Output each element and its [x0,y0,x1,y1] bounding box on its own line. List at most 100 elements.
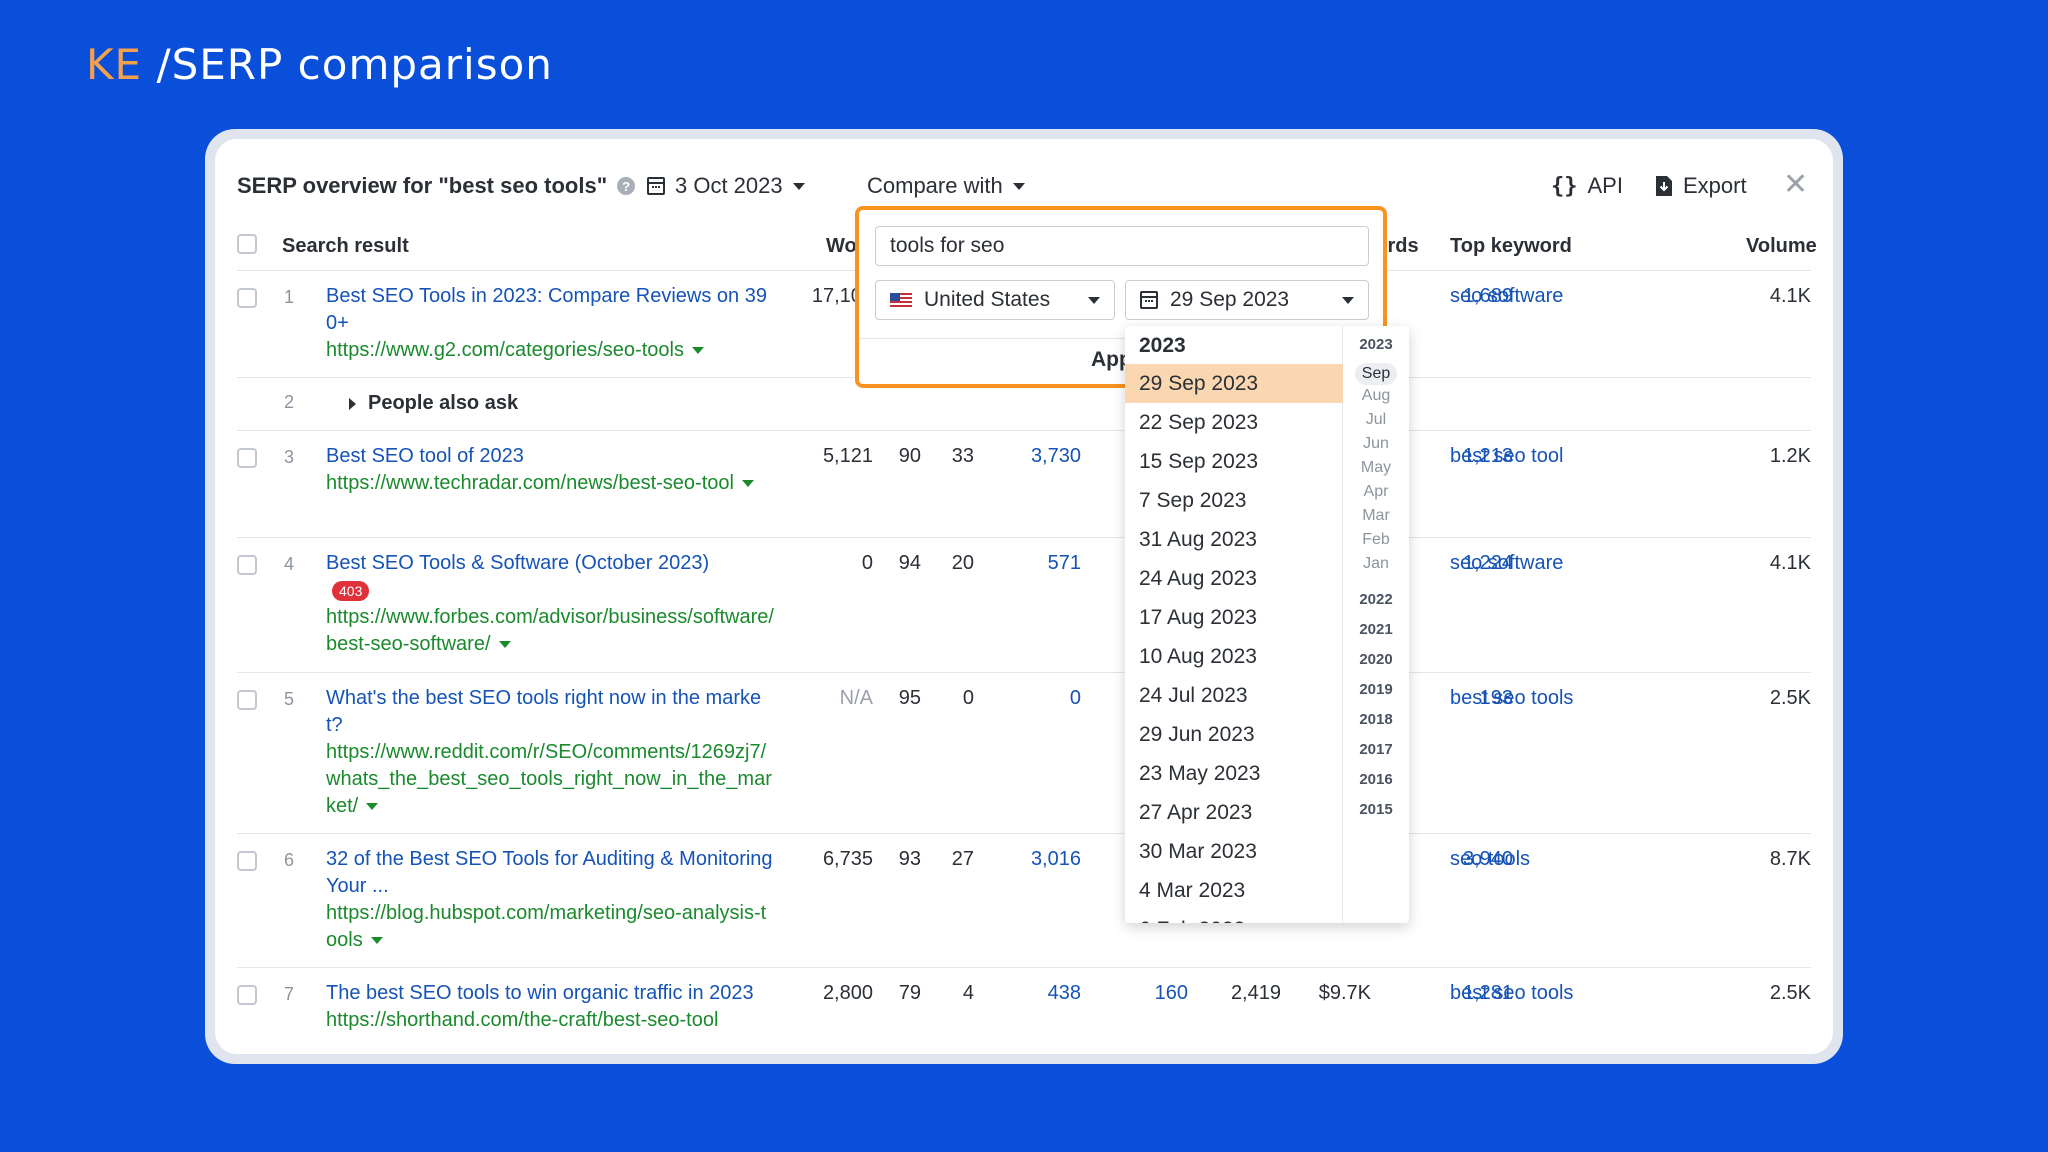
row-checkbox[interactable] [237,555,257,575]
url-dropdown-icon[interactable] [741,480,754,488]
side-year-2020[interactable]: 2020 [1359,651,1393,668]
metric-4-value[interactable]: 0 [1069,687,1081,709]
close-icon[interactable]: ✕ [1783,168,1809,201]
people-also-ask[interactable]: People also ask [349,392,518,415]
compare-with-button[interactable]: Compare with [867,173,1025,199]
result-title-link[interactable]: Best SEO tool of 2023 [326,445,524,467]
export-label: Export [1683,173,1747,198]
metric-4-value[interactable]: 3,016 [1030,848,1081,870]
date-list[interactable]: 2023 29 Sep 2023 22 Sep 2023 15 Sep 2023 7 … [1125,326,1343,923]
metric-4-value[interactable]: 571 [1047,552,1081,574]
compare-date-select[interactable]: 29 Sep 2023 [1125,280,1369,320]
result-url[interactable]: https://blog.hubspot.com/marketing/seo-a… [326,902,767,951]
date-option[interactable]: 6 Feb 2023 [1125,910,1343,923]
date-option[interactable]: 27 Apr 2023 [1139,801,1253,824]
metric-4-value[interactable]: 438 [1047,982,1081,1004]
date-option[interactable]: 30 Mar 2023 [1139,840,1257,863]
row-checkbox[interactable] [237,690,257,710]
result-title-link[interactable]: The best SEO tools to win organic traffi… [326,982,754,1004]
date-option[interactable]: 7 Sep 2023 [1139,489,1247,512]
result-title-link[interactable]: Best SEO Tools in 2023: Compare Reviews … [326,285,767,334]
side-year-2019[interactable]: 2019 [1359,681,1393,698]
col-volume[interactable]: Volume [1746,235,1817,257]
col-top-keyword[interactable]: Top keyword [1450,235,1572,257]
date-option[interactable]: 24 Jul 2023 [1139,684,1248,707]
api-button[interactable]: {} API [1551,173,1623,199]
row-checkbox[interactable] [237,851,257,871]
top-keyword-value[interactable]: best seo tools [1450,982,1574,1004]
date-option[interactable]: 24 Aug 2023 [1139,567,1257,590]
export-button[interactable]: Export [1655,173,1747,199]
result-url[interactable]: https://www.g2.com/categories/seo-tools [326,339,684,361]
date-option[interactable]: 17 Aug 2023 [1139,606,1257,629]
side-year-2016[interactable]: 2016 [1359,771,1393,788]
side-year-2021[interactable]: 2021 [1359,621,1393,638]
url-dropdown-icon[interactable] [370,937,383,945]
url-dropdown-icon[interactable] [366,803,379,811]
side-year-2018[interactable]: 2018 [1359,711,1393,728]
date-option[interactable]: 10 Aug 2023 [1139,645,1257,668]
date-option[interactable]: 29 Jun 2023 [1139,723,1255,746]
row-checkbox[interactable] [237,448,257,468]
side-year-2017[interactable]: 2017 [1359,741,1393,758]
side-month-jul[interactable]: Jul [1365,411,1387,428]
keywords-value[interactable]: 1,224 [1462,552,1513,574]
keywords-value[interactable]: 1,689 [1462,285,1513,307]
side-month-jan[interactable]: Jan [1363,555,1389,572]
side-month-may[interactable]: May [1360,459,1392,476]
result-title-link[interactable]: What's the best SEO tools right now in t… [326,687,762,736]
top-keyword-value[interactable]: seo software [1450,552,1564,574]
result-title-link[interactable]: 32 of the Best SEO Tools for Auditing & … [326,848,773,897]
date-option[interactable]: 4 Mar 2023 [1139,879,1246,902]
help-icon[interactable]: ? [617,177,636,195]
side-month-sep[interactable]: Sep [1355,363,1397,385]
keywords-value[interactable]: 1,281 [1462,982,1513,1004]
top-keyword-value[interactable]: best seo tools [1450,687,1574,709]
result-text: Best SEO Tools & Software (October 2023)… [326,550,776,658]
result-title-link[interactable]: Best SEO Tools & Software (October 2023) [326,552,710,574]
table-row-paa[interactable]: 2 People also ask [237,378,1811,431]
row-position: 6 [284,850,295,870]
col-search-result[interactable]: Search result [282,235,409,257]
side-year-2022[interactable]: 2022 [1359,591,1393,608]
side-month-mar[interactable]: Mar [1362,507,1390,524]
metric-4-value[interactable]: 3,730 [1030,445,1081,467]
keywords-value[interactable]: 193 [1479,687,1513,709]
select-all-checkbox[interactable] [237,234,257,254]
year-month-index: 2023 Sep Aug Jul Jun May Apr Mar Feb Jan 2022 2021… [1343,326,1409,923]
country-select[interactable]: United States [875,280,1115,320]
url-dropdown-icon[interactable] [498,641,511,649]
keywords-value[interactable]: 3,940 [1462,848,1513,870]
side-month-jun[interactable]: Jun [1363,435,1389,452]
date-option[interactable]: 22 Sep 2023 [1139,411,1259,434]
side-year-2015[interactable]: 2015 [1359,801,1393,818]
side-month-feb[interactable]: Feb [1362,531,1390,548]
metric-3-value: 0 [962,687,974,709]
result-url[interactable]: https://shorthand.com/the-craft/best-seo… [326,1009,719,1031]
keywords-value[interactable]: 1,213 [1462,445,1513,467]
date-option[interactable]: 23 May 2023 [1139,762,1261,785]
side-month-apr[interactable]: Apr [1363,483,1389,500]
result-url[interactable]: https://www.reddit.com/r/SEO/comments/12… [326,741,772,817]
date-option[interactable]: 29 Sep 2023 [1125,364,1343,403]
metric-3-value: 20 [951,552,974,574]
result-url[interactable]: https://www.techradar.com/news/best-seo-… [326,472,734,494]
date-option[interactable]: 31 Aug 2023 [1139,528,1257,551]
row-checkbox[interactable] [237,985,257,1005]
side-month-aug[interactable]: Aug [1361,387,1391,404]
top-keyword-value[interactable]: best seo tool [1450,445,1564,467]
chevron-down-icon [1088,296,1100,304]
metric-3-value: 4 [962,982,974,1004]
row-checkbox[interactable] [237,288,257,308]
top-keyword-value[interactable]: seo software [1450,285,1564,307]
side-current-year[interactable]: 2023 [1359,336,1393,353]
metric-5-value[interactable]: 160 [1154,982,1188,1004]
date-option[interactable]: 15 Sep 2023 [1139,450,1259,473]
table-row: 3 Best SEO tool of 2023 https://www.tech… [237,431,1811,538]
overview-title: SERP overview for "best seo tools" ? [237,173,636,199]
date-selector[interactable]: 3 Oct 2023 [647,173,805,199]
top-keyword-value[interactable]: seo tools [1450,848,1531,870]
compare-keyword-input[interactable] [875,226,1369,266]
result-url[interactable]: https://www.forbes.com/advisor/business/… [326,606,774,655]
url-dropdown-icon[interactable] [691,347,704,355]
